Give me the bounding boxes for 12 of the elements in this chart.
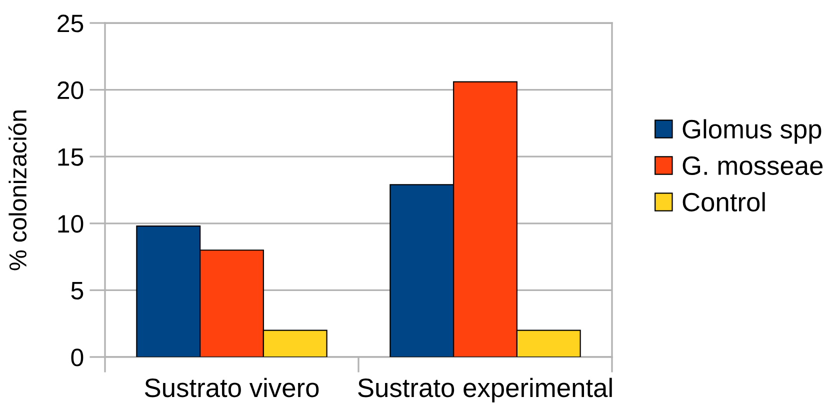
legend-label: Glomus spp — [682, 119, 822, 144]
legend-label: Control — [682, 192, 765, 212]
x-tick-label: Sustrato vivero — [144, 378, 319, 398]
y-tick-label: 25 — [58, 14, 84, 32]
y-tick-label: 10 — [58, 215, 84, 233]
x-tick-label: Sustrato experimental — [358, 378, 612, 402]
y-axis-title: % colonización — [8, 110, 27, 270]
y-tick-label: 15 — [58, 148, 84, 166]
y-tick-label: 20 — [58, 81, 84, 100]
legend-label: G. mosseae — [682, 156, 823, 176]
y-tick-label: 5 — [71, 282, 84, 300]
y-tick-label: 0 — [71, 348, 84, 366]
